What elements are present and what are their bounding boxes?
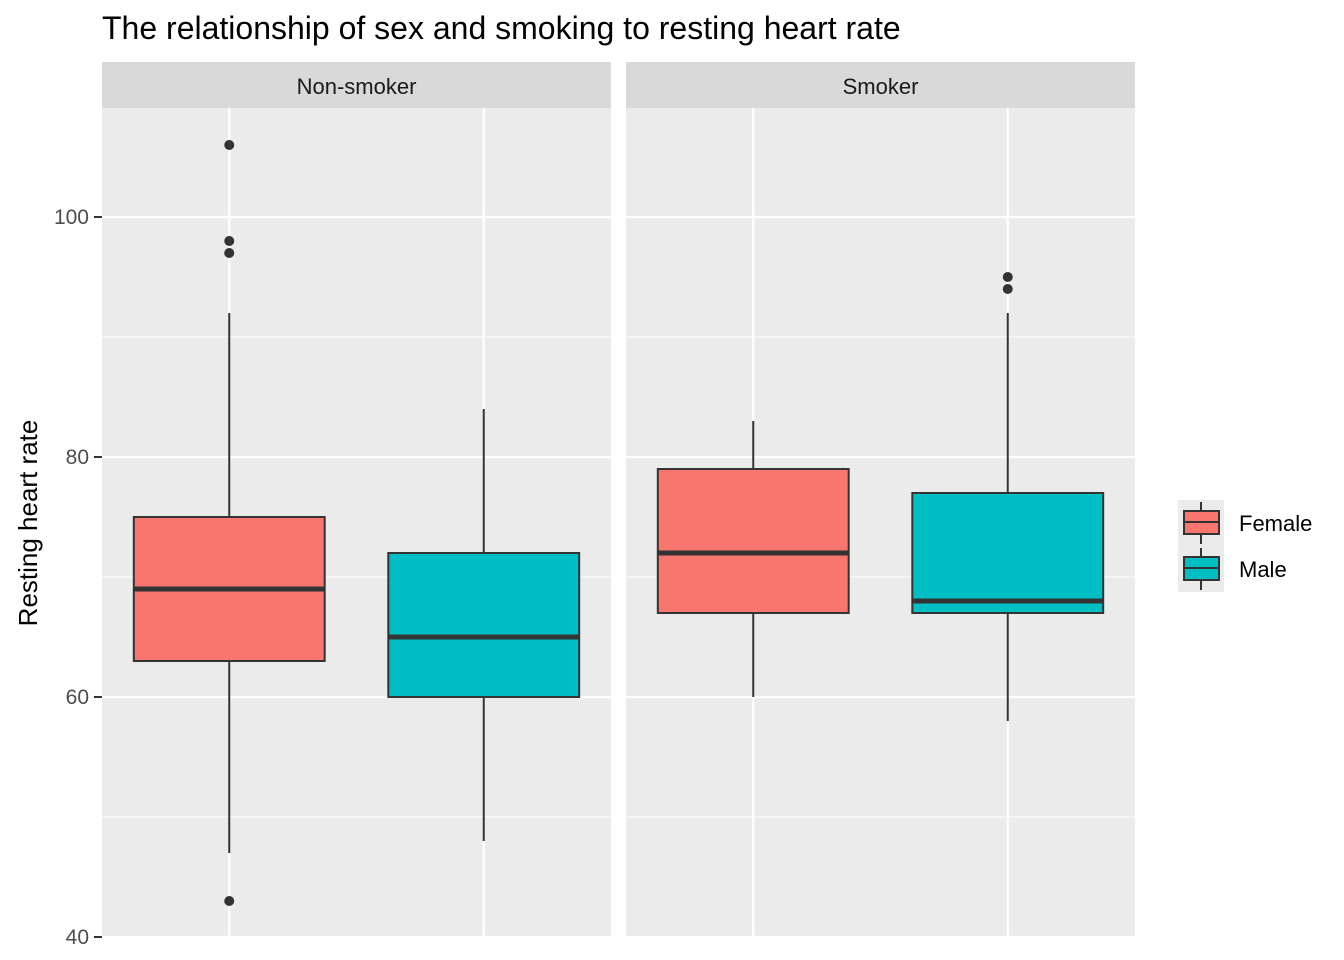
- outlier-point: [1002, 272, 1013, 282]
- box-female: [132, 140, 326, 906]
- chart-title: The relationship of sex and smoking to r…: [102, 10, 901, 46]
- y-tick-label: 80: [66, 446, 89, 469]
- y-tick-label: 100: [54, 206, 89, 229]
- box-iqr: [911, 492, 1105, 614]
- y-axis-title: Resting heart rate: [13, 420, 43, 627]
- outlier-point: [224, 896, 235, 906]
- outlier-point: [224, 140, 235, 150]
- outlier-point: [1002, 284, 1013, 294]
- box-iqr: [656, 468, 850, 614]
- box-female: [656, 421, 850, 697]
- legend-label: Male: [1239, 557, 1287, 582]
- facet-strip-label: Smoker: [843, 74, 919, 99]
- facet-strip: [102, 62, 611, 108]
- box-male: [911, 272, 1105, 721]
- box-iqr: [387, 552, 581, 698]
- y-tick-label: 40: [66, 926, 89, 949]
- outlier-point: [224, 248, 235, 258]
- facet-strip: [626, 62, 1135, 108]
- y-tick-label: 60: [66, 686, 89, 709]
- legend-label: Female: [1239, 511, 1312, 536]
- facet-strip-label: Non-smoker: [297, 74, 417, 99]
- legend: Female Male: [1178, 500, 1312, 592]
- outlier-point: [224, 236, 235, 246]
- box-male: [387, 409, 581, 841]
